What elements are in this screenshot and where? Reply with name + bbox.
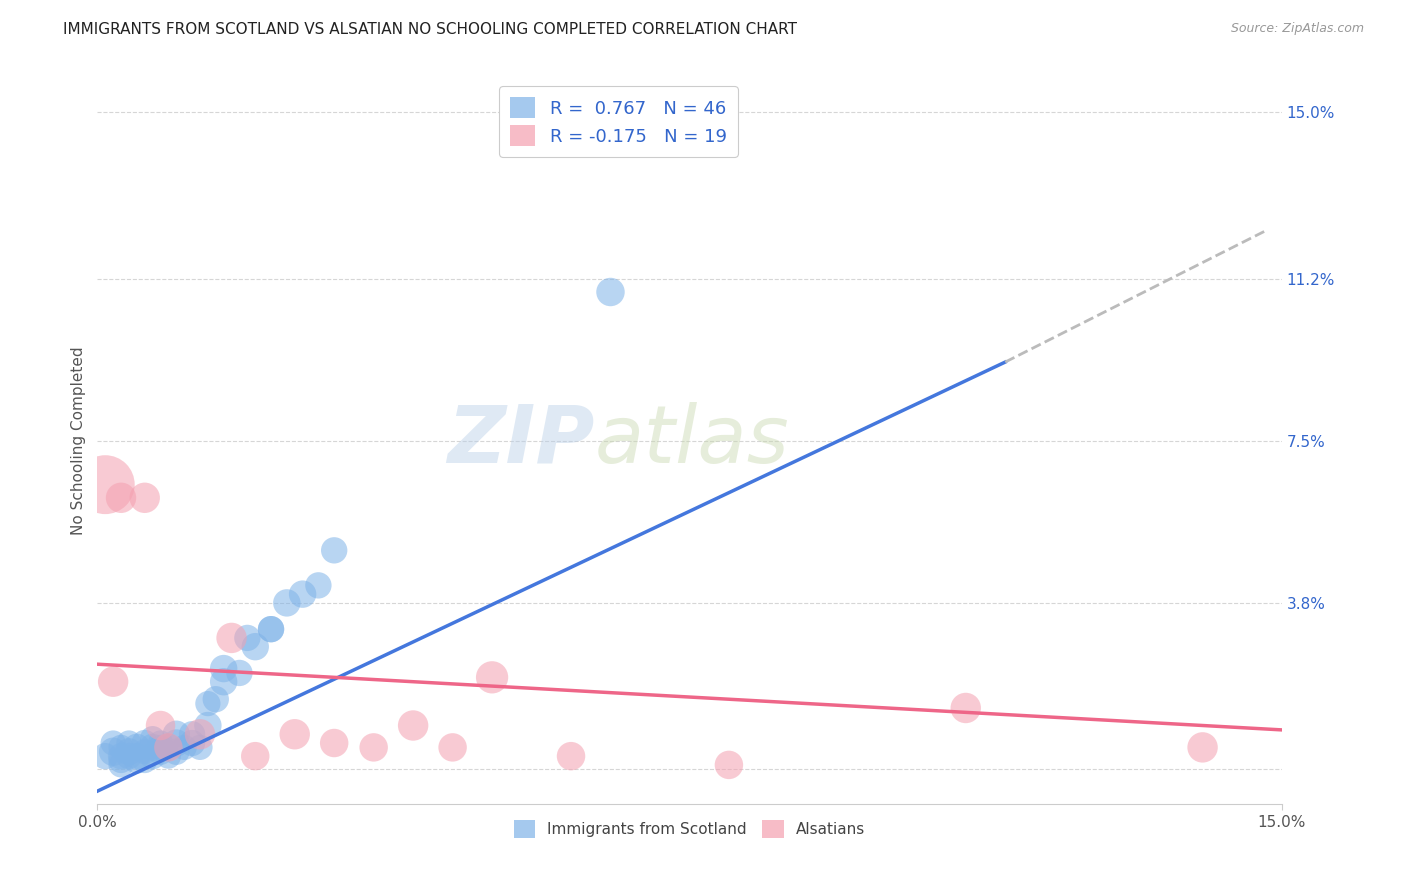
Point xyxy=(181,727,204,741)
Point xyxy=(323,543,346,558)
Point xyxy=(204,692,226,706)
Text: atlas: atlas xyxy=(595,402,789,480)
Point xyxy=(149,740,172,755)
Point xyxy=(149,736,172,750)
Text: ZIP: ZIP xyxy=(447,402,595,480)
Point xyxy=(402,718,425,732)
Point xyxy=(173,740,195,755)
Point xyxy=(118,736,141,750)
Point xyxy=(165,727,187,741)
Point xyxy=(101,674,124,689)
Point xyxy=(110,491,132,505)
Point xyxy=(110,749,132,764)
Point xyxy=(125,740,148,755)
Point xyxy=(236,631,259,645)
Point xyxy=(118,745,141,759)
Point xyxy=(165,736,187,750)
Point xyxy=(94,477,117,491)
Text: IMMIGRANTS FROM SCOTLAND VS ALSATIAN NO SCHOOLING COMPLETED CORRELATION CHART: IMMIGRANTS FROM SCOTLAND VS ALSATIAN NO … xyxy=(63,22,797,37)
Point xyxy=(157,740,180,755)
Point xyxy=(94,749,117,764)
Point xyxy=(188,740,211,755)
Point xyxy=(560,749,582,764)
Point xyxy=(276,596,298,610)
Point xyxy=(1191,740,1213,755)
Point xyxy=(363,740,385,755)
Point xyxy=(228,665,250,680)
Point xyxy=(221,631,243,645)
Point xyxy=(149,718,172,732)
Point xyxy=(142,740,165,755)
Point xyxy=(260,622,283,636)
Point xyxy=(212,662,235,676)
Point xyxy=(245,749,267,764)
Point xyxy=(134,745,156,759)
Point xyxy=(142,749,165,764)
Point xyxy=(599,285,621,299)
Point xyxy=(197,697,219,711)
Point xyxy=(955,701,977,715)
Point xyxy=(110,758,132,772)
Point xyxy=(197,718,219,732)
Point xyxy=(165,745,187,759)
Point xyxy=(142,731,165,746)
Y-axis label: No Schooling Completed: No Schooling Completed xyxy=(72,347,86,535)
Point xyxy=(125,749,148,764)
Point xyxy=(157,749,180,764)
Point xyxy=(717,758,740,772)
Point xyxy=(245,640,267,654)
Point xyxy=(212,674,235,689)
Point xyxy=(481,670,503,684)
Point xyxy=(149,745,172,759)
Point xyxy=(181,736,204,750)
Point xyxy=(441,740,464,755)
Point xyxy=(134,754,156,768)
Point xyxy=(323,736,346,750)
Point xyxy=(125,754,148,768)
Point xyxy=(101,745,124,759)
Point xyxy=(134,491,156,505)
Point xyxy=(110,740,132,755)
Text: Source: ZipAtlas.com: Source: ZipAtlas.com xyxy=(1230,22,1364,36)
Point xyxy=(134,736,156,750)
Point xyxy=(157,740,180,755)
Legend: Immigrants from Scotland, Alsatians: Immigrants from Scotland, Alsatians xyxy=(508,814,872,844)
Point xyxy=(118,749,141,764)
Point xyxy=(284,727,307,741)
Point xyxy=(101,736,124,750)
Point xyxy=(307,578,329,592)
Point xyxy=(260,622,283,636)
Point xyxy=(188,727,211,741)
Point xyxy=(291,587,314,601)
Point xyxy=(110,754,132,768)
